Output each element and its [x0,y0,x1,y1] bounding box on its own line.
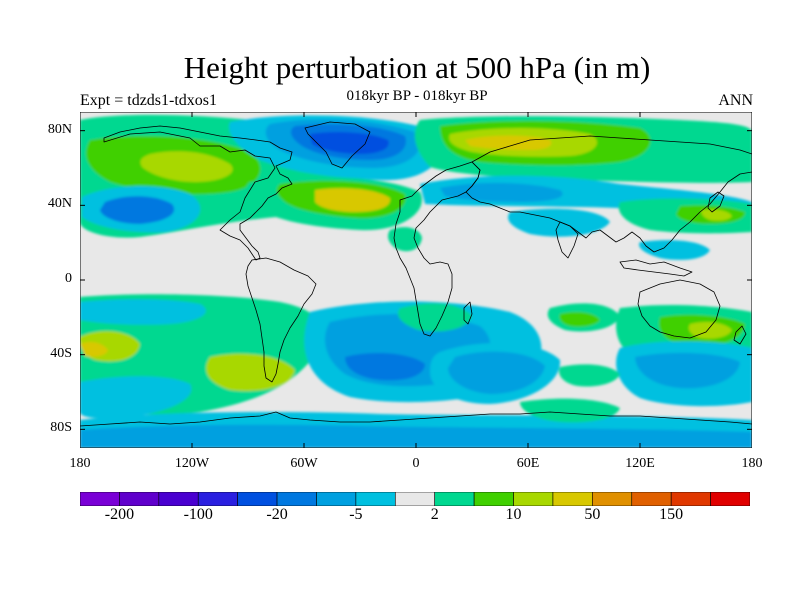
colorbar-swatch [394,492,436,506]
colorbar-label: 10 [505,506,522,523]
lon-tick-label: 120W [174,456,210,471]
fill-sp-yellow [80,342,108,357]
colorbar-swatch [434,492,475,506]
lon-tick-label: 0 [412,456,420,471]
colorbar-swatch [119,492,160,506]
coast-south-america [245,257,317,383]
colorbar-label: -100 [183,506,213,523]
fill-sio-green [559,364,620,387]
coast-asia [465,135,752,253]
lat-tick-label: 80N [47,121,72,137]
lat-tick-label: 80S [50,420,72,436]
fill-io-lightblue [448,351,545,394]
colorbar-swatch [237,492,278,506]
fill-sp-cyan-band [80,299,206,325]
coast-japan [707,191,725,213]
fill-sp-cyan-lower [80,376,192,419]
fill-sa-blue [345,352,425,381]
colorbar-label: 50 [584,506,601,523]
colorbar [80,492,750,506]
fill-trop-cyan [508,208,610,237]
fill-trop-cyan2 [639,240,710,260]
coastlines [80,121,752,427]
colorbar-swatch [316,492,357,506]
lat-tick-label: 40S [50,345,72,361]
fill-sp-lightblue-bottom [80,424,752,448]
fill-so-green [520,398,620,423]
fill-pac-east-yellow [701,209,732,221]
colorbar-swatch [552,492,593,506]
colorbar-swatch [197,492,238,506]
colorbar-swatch [158,492,199,506]
lon-tick-label: 60E [516,456,540,471]
colorbar-swatch [592,492,633,506]
coast-indonesia [619,259,693,277]
coast-madagascar [463,301,473,325]
lat-tick-label: 0 [65,271,72,286]
colorbar-swatch [80,492,120,506]
plot-title: Height perturbation at 500 hPa (in m) [183,50,651,85]
fill-atl-yellow [315,188,391,212]
experiment-label: Expt = tdzds1-tdxos1 [80,92,218,109]
colorbar-swatch [710,492,750,506]
fill-io-green [398,303,472,332]
fill-sp-yellowgreen2 [206,353,295,392]
colorbar-label: -200 [104,506,135,523]
coast-antarctica [80,411,752,427]
coast-india [555,221,579,259]
fill-pac-blue [100,196,175,224]
contour-map [80,112,752,448]
fill-na-yellowgreen [140,151,233,182]
fill-trop-green [387,227,422,252]
colorbar-label: -5 [349,506,363,523]
colorbar-swatch [513,492,554,506]
coast-new-zealand [733,325,747,345]
colorbar-label: 2 [430,506,439,523]
colorbar-label: 150 [659,506,684,523]
colorbar-swatch [670,492,711,506]
colorbar-swatch [355,492,396,506]
lon-tick-label: 60W [290,456,318,471]
colorbar-label: -20 [266,506,288,523]
lon-tick-label: 180 [69,456,91,471]
fill-eur-yellow [465,135,552,150]
colorbar-swatch [473,492,514,506]
coast-north-america [103,125,293,261]
tick-marks [80,112,752,448]
colorbar-swatch [276,492,317,506]
lat-tick-label: 40N [47,196,72,212]
lon-tick-label: 120E [625,456,655,471]
coast-australia [637,279,721,339]
period-label: 018kyr BP - 018kyr BP [346,88,488,104]
lon-tick-label: 180 [741,456,763,471]
colorbar-swatch [631,492,672,506]
contour-fills [80,114,752,448]
coast-greenland [304,121,371,169]
season-label: ANN [718,92,753,109]
fill-arctic-darkblue [310,132,389,154]
fill-spac-lightblue [635,352,740,389]
fill-io-bright [559,312,600,327]
